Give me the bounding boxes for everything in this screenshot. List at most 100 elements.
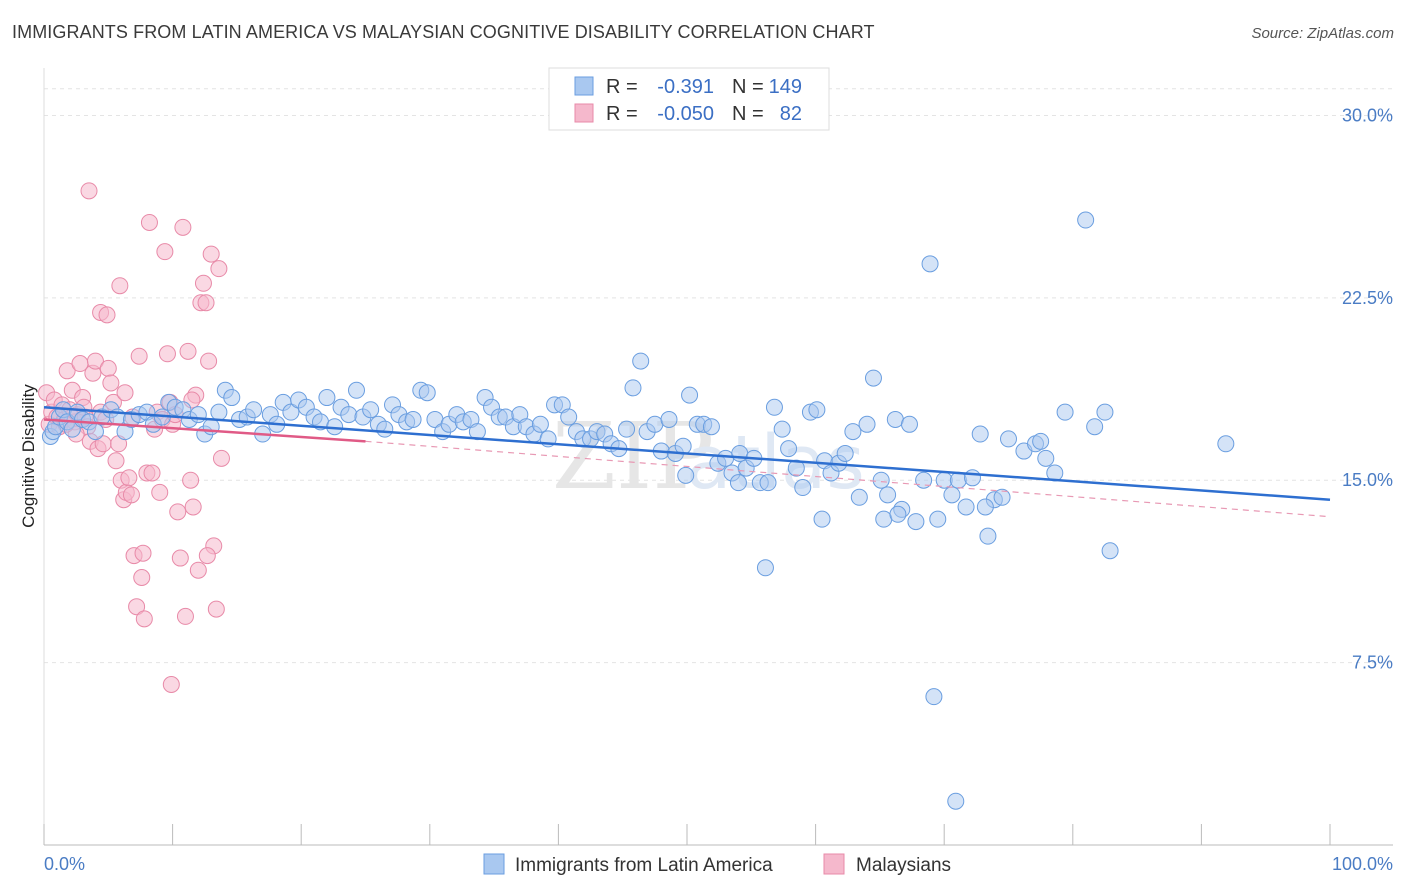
- legend-n-label-pink: N =: [732, 103, 764, 125]
- data-point: [245, 401, 263, 419]
- data-point: [979, 527, 997, 545]
- data-point: [963, 469, 981, 487]
- data-point: [176, 607, 194, 625]
- y-tick-label: 15.0%: [1342, 470, 1393, 490]
- data-point: [198, 547, 216, 565]
- data-point: [976, 498, 994, 516]
- data-point: [836, 444, 854, 462]
- data-point: [86, 352, 104, 370]
- data-point: [921, 255, 939, 273]
- data-point: [340, 406, 358, 424]
- data-point: [729, 474, 747, 492]
- data-point: [850, 488, 868, 506]
- data-point: [210, 403, 228, 421]
- data-point: [151, 483, 169, 501]
- y-tick-label: 22.5%: [1342, 288, 1393, 308]
- legend-r-label-blue: R =: [606, 76, 638, 98]
- watermark-zip: ZIP: [552, 403, 714, 510]
- data-point: [765, 398, 783, 416]
- data-point: [174, 218, 192, 236]
- data-point: [99, 359, 117, 377]
- data-point: [560, 408, 578, 426]
- data-point: [1096, 403, 1114, 421]
- legend-n-value-pink: 82: [780, 103, 802, 125]
- data-point: [111, 277, 129, 295]
- bottom-legend-label-blue: Immigrants from Latin America: [515, 855, 773, 876]
- data-point: [677, 466, 695, 484]
- data-point: [759, 474, 777, 492]
- trend-line-malaysians: [43, 418, 366, 443]
- data-point: [681, 386, 699, 404]
- data-point: [531, 415, 549, 433]
- data-point: [1032, 432, 1050, 450]
- data-point: [116, 384, 134, 402]
- data-point: [86, 423, 104, 441]
- data-point: [158, 345, 176, 363]
- data-point: [189, 561, 207, 579]
- data-point: [162, 676, 180, 694]
- data-point: [731, 444, 749, 462]
- data-point: [207, 600, 225, 618]
- data-point: [872, 471, 890, 489]
- y-tick-label: 7.5%: [1352, 653, 1393, 673]
- source-label: Source: ZipAtlas.com: [1251, 25, 1394, 42]
- legend-r-label-pink: R =: [606, 103, 638, 125]
- legend-swatch-pink: [574, 103, 594, 123]
- data-point: [844, 423, 862, 441]
- trend-line-latin-america: [43, 406, 1331, 501]
- bottom-legend-swatch-blue: [483, 853, 505, 875]
- data-point: [900, 415, 918, 433]
- data-point: [925, 688, 943, 706]
- trend-line-malaysians-extension: [365, 440, 1331, 518]
- data-point: [1077, 211, 1095, 229]
- data-point: [1217, 435, 1235, 453]
- data-point: [210, 260, 228, 278]
- data-point: [418, 384, 436, 402]
- data-point: [632, 352, 650, 370]
- data-point: [1037, 449, 1055, 467]
- stats-legend-box: [548, 67, 830, 131]
- data-point: [197, 294, 215, 312]
- data-point: [189, 406, 207, 424]
- data-point: [907, 513, 925, 531]
- data-point: [102, 374, 120, 392]
- data-point: [1056, 403, 1074, 421]
- data-point: [58, 362, 76, 380]
- data-point: [156, 243, 174, 261]
- data-point: [404, 410, 422, 428]
- data-point: [808, 401, 826, 419]
- data-point: [794, 479, 812, 497]
- bottom-legend-label-pink: Malaysians: [856, 855, 951, 876]
- data-point: [212, 449, 230, 467]
- data-point: [128, 598, 146, 616]
- y-tick-labels: 7.5% 15.0% 22.5% 30.0%: [1342, 105, 1393, 672]
- data-point: [756, 559, 774, 577]
- data-point: [864, 369, 882, 387]
- data-point: [993, 488, 1011, 506]
- data-point: [347, 381, 365, 399]
- data-point: [618, 420, 636, 438]
- data-point: [1000, 430, 1017, 448]
- x-tick-label-max: 100.0%: [1332, 854, 1393, 874]
- data-point: [140, 213, 158, 231]
- data-point: [143, 464, 161, 482]
- data-point: [122, 486, 140, 504]
- data-point: [624, 379, 642, 397]
- data-point: [889, 505, 907, 523]
- data-point: [660, 410, 678, 428]
- data-point: [223, 389, 241, 407]
- legend-n-label-blue: N =: [732, 76, 764, 98]
- data-point: [134, 544, 152, 562]
- data-point: [200, 352, 218, 370]
- data-point: [646, 415, 664, 433]
- data-point: [182, 471, 200, 489]
- legend-r-value-blue: -0.391: [657, 76, 714, 98]
- data-point: [858, 415, 876, 433]
- data-point: [780, 440, 798, 458]
- data-point: [80, 182, 98, 200]
- data-point: [318, 389, 336, 407]
- x-tick-label-min: 0.0%: [44, 854, 85, 874]
- data-point: [282, 403, 300, 421]
- data-point: [120, 469, 138, 487]
